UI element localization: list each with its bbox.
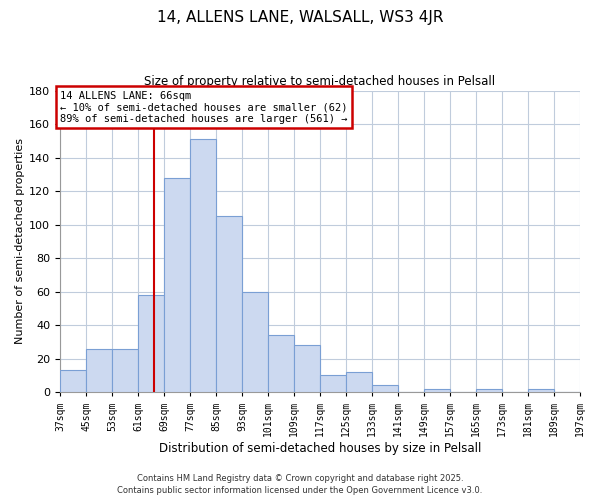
Bar bbox=[242, 292, 268, 392]
X-axis label: Distribution of semi-detached houses by size in Pelsall: Distribution of semi-detached houses by … bbox=[159, 442, 481, 455]
Bar bbox=[138, 295, 164, 392]
Bar bbox=[476, 389, 502, 392]
Bar bbox=[216, 216, 242, 392]
Bar bbox=[372, 386, 398, 392]
Bar bbox=[60, 370, 86, 392]
Y-axis label: Number of semi-detached properties: Number of semi-detached properties bbox=[15, 138, 25, 344]
Bar bbox=[86, 348, 112, 392]
Text: 14, ALLENS LANE, WALSALL, WS3 4JR: 14, ALLENS LANE, WALSALL, WS3 4JR bbox=[157, 10, 443, 25]
Bar bbox=[164, 178, 190, 392]
Bar bbox=[190, 139, 216, 392]
Bar bbox=[112, 348, 138, 392]
Bar bbox=[346, 372, 372, 392]
Bar bbox=[294, 345, 320, 392]
Bar bbox=[268, 335, 294, 392]
Text: 14 ALLENS LANE: 66sqm
← 10% of semi-detached houses are smaller (62)
89% of semi: 14 ALLENS LANE: 66sqm ← 10% of semi-deta… bbox=[60, 90, 347, 124]
Bar bbox=[424, 389, 450, 392]
Text: Contains HM Land Registry data © Crown copyright and database right 2025.
Contai: Contains HM Land Registry data © Crown c… bbox=[118, 474, 482, 495]
Title: Size of property relative to semi-detached houses in Pelsall: Size of property relative to semi-detach… bbox=[145, 75, 496, 88]
Bar bbox=[528, 389, 554, 392]
Bar bbox=[320, 376, 346, 392]
